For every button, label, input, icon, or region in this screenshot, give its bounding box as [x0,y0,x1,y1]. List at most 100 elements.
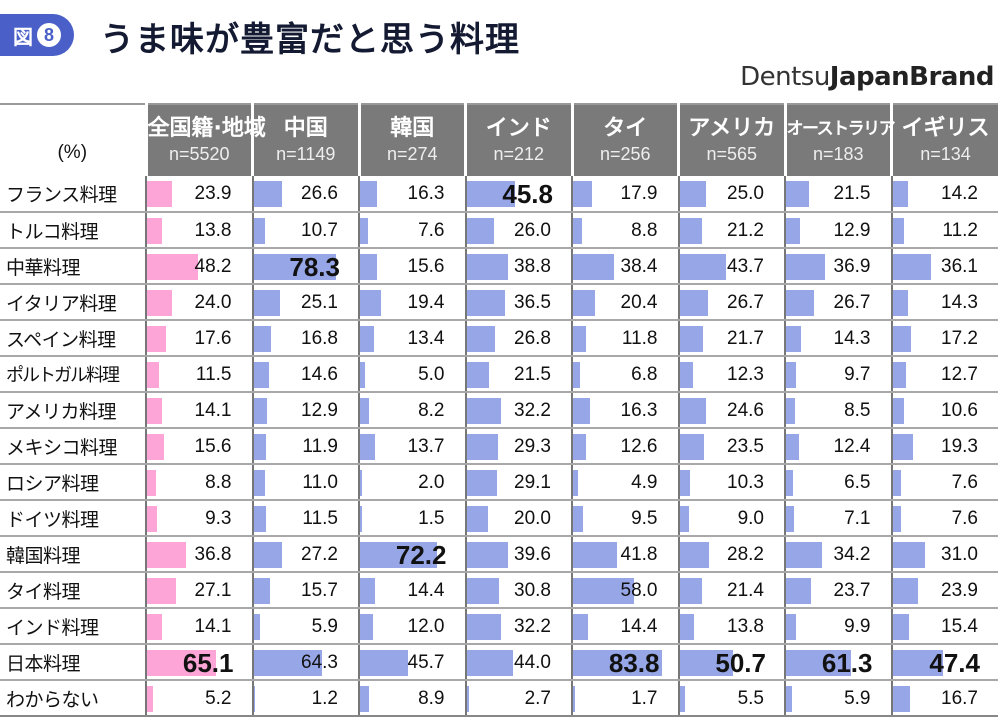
value-bar [466,686,470,712]
data-cell: 5.0 [358,356,466,393]
data-cell: 6.8 [571,356,679,393]
cell-value: 19.4 [407,292,445,313]
cell-value: 6.5 [844,472,871,493]
figure-badge: 図 8 [0,14,74,56]
data-cell: 12.0 [358,608,466,645]
column-name: オーストラリア [786,118,896,139]
data-cell: 14.2 [890,176,998,213]
value-bar [253,326,272,352]
cell-value: 26.8 [514,328,551,349]
data-cell: 12.3 [677,356,785,393]
figure-number: 8 [37,23,61,47]
data-cell: 1.2 [251,680,359,717]
cell-value: 25.0 [727,183,764,204]
data-cell: 26.6 [251,176,359,213]
data-cell: 15.6 [358,248,466,285]
cell-value: 38.8 [514,256,551,277]
data-cell: 32.2 [464,608,572,645]
data-cell: 36.9 [784,248,892,285]
data-cell: 36.5 [464,284,572,321]
value-bar [573,326,586,352]
cell-value: 41.8 [620,544,658,565]
cell-value: 23.9 [194,183,232,204]
value-bar [147,578,176,604]
cell-value: 43.7 [727,256,764,277]
value-bar [147,290,173,316]
data-cell: 17.6 [145,320,253,357]
data-cell: 27.2 [251,536,359,573]
column-sample-size: n=256 [599,143,651,164]
data-cell: 45.8 [464,176,572,213]
value-bar [466,470,498,496]
table-row: 中華料理 48.2 78.3 15.6 38.8 38.4 43.7 36.9 36.1 [0,248,998,285]
data-cell: 65.1 [145,644,253,681]
value-bar [573,434,587,460]
highlighted-value: 47.4 [929,648,980,678]
table-row: トルコ料理 13.8 10.7 7.6 26.0 8.8 21.2 12.9 11.2 [0,212,998,249]
value-bar [573,181,592,207]
data-cell: 30.8 [464,572,572,609]
value-bar [679,578,703,604]
data-cell: 16.3 [358,176,466,213]
cell-value: 20.0 [514,508,551,529]
cell-value: 17.2 [941,328,978,349]
data-cell: 21.5 [464,356,572,393]
value-bar [253,181,282,207]
row-label: わからない [0,680,146,717]
cell-value: 11.0 [302,472,338,493]
table-row: メキシコ料理 15.6 11.9 13.7 29.3 12.6 23.5 12.4 19.3 [0,428,998,465]
data-cell: 48.2 [145,248,253,285]
value-bar [679,254,726,280]
value-bar [147,398,162,424]
highlighted-value: 61.3 [821,648,873,678]
column-header: タイ n=256 [570,103,679,176]
value-bar [892,542,926,568]
column-header: 中国 n=1149 [251,103,359,176]
cell-value: 5.5 [737,688,764,709]
cell-value: 44.0 [514,652,551,673]
data-cell: 36.8 [145,536,253,573]
cell-value: 32.2 [514,400,551,421]
data-cell: 21.4 [677,572,785,609]
cell-value: 12.9 [833,220,871,241]
data-table: (%) 全国籍·地域 n=5520 中国 n=1149 韓国 n=274 インド n=212 タ… [0,103,998,717]
data-cell: 21.5 [784,176,892,213]
cell-value: 1.2 [311,688,338,709]
data-cell: 26.7 [784,284,892,321]
value-bar [360,542,437,568]
data-cell: 47.4 [890,644,998,681]
data-cell: 15.6 [145,428,253,465]
data-cell: 19.3 [890,428,998,465]
value-bar [573,290,595,316]
row-label: トルコ料理 [0,212,146,249]
value-bar [360,470,363,496]
cell-value: 16.8 [301,328,338,349]
cell-value: 9.5 [631,508,658,529]
value-bar [360,578,376,604]
data-cell: 1.7 [571,680,679,717]
data-cell: 17.9 [571,176,679,213]
cell-value: 36.1 [941,256,978,277]
row-label: ロシア料理 [0,464,146,501]
data-cell: 7.6 [358,212,466,249]
value-bar [253,254,337,280]
cell-value: 7.1 [844,508,871,529]
data-cell: 26.7 [677,284,785,321]
row-label: 中華料理 [0,248,146,285]
column-sample-size: n=1149 [276,143,336,164]
data-cell: 64.3 [251,644,359,681]
data-cell: 10.6 [890,392,998,429]
value-bar [147,506,157,532]
data-cell: 9.0 [677,500,785,537]
value-bar [466,614,501,640]
value-bar [253,614,260,640]
row-label: アメリカ料理 [0,392,146,429]
cell-value: 21.5 [833,183,871,204]
table-row: タイ料理 27.1 15.7 14.4 30.8 58.0 21.4 23.7 23.9 [0,572,998,609]
cell-value: 19.3 [941,436,978,457]
value-bar [360,326,375,352]
value-bar [786,181,809,207]
value-bar [360,218,369,244]
data-cell: 10.3 [677,464,785,501]
value-bar [573,578,635,604]
